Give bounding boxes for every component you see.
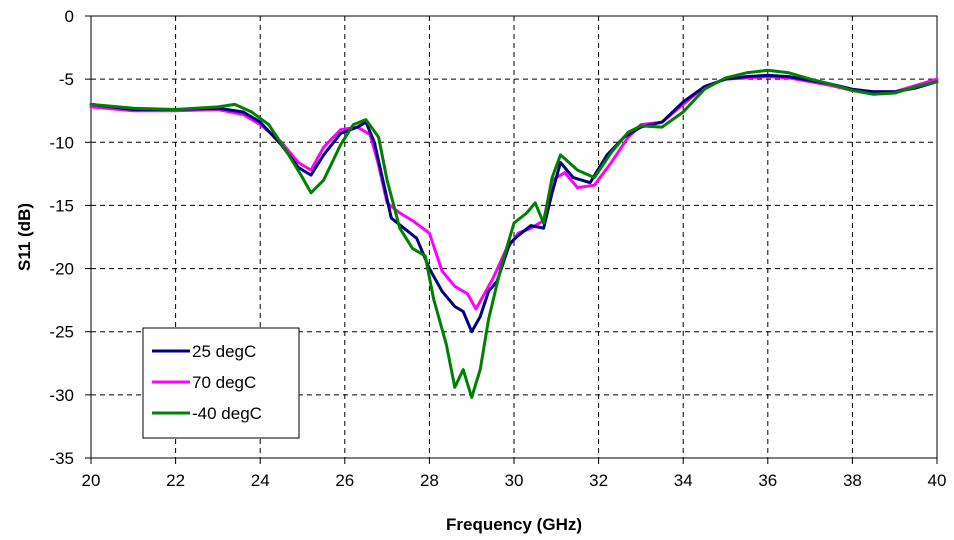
x-tick-label: 22 [166, 471, 185, 490]
y-tick-label: -20 [49, 260, 74, 279]
y-tick-label: 0 [65, 7, 74, 26]
y-tick-label: -30 [49, 386, 74, 405]
x-tick-label: 24 [251, 471, 270, 490]
series-line-3 [89, 68, 939, 399]
x-tick-label: 40 [928, 471, 947, 490]
axis-layer: 20 22 24 26 28 30 32 34 36 38 40 0 -5 -10 -15 -20 -25 -30… [49, 7, 946, 490]
x-tick-label: 26 [335, 471, 354, 490]
x-tick-label: 38 [843, 471, 862, 490]
x-tick-label: 30 [505, 471, 524, 490]
y-tick-label: -15 [49, 196, 74, 215]
legend: 25 degC 70 degC -40 degC [142, 327, 300, 439]
y-tick-label: -35 [49, 449, 74, 468]
x-tick-label: 34 [674, 471, 693, 490]
legend-label-2: 70 degC [192, 373, 256, 392]
y-tick-label: -10 [49, 133, 74, 152]
y-tick-label: -5 [59, 70, 74, 89]
y-axis-title: S11 (dB) [15, 203, 34, 271]
legend-label-3: -40 degC [192, 404, 262, 423]
x-tick-label: 32 [589, 471, 608, 490]
x-tick-label: 36 [758, 471, 777, 490]
x-axis-title: Frequency (GHz) [446, 515, 582, 534]
y-tick-label: -25 [49, 323, 74, 342]
x-tick-label: 28 [420, 471, 439, 490]
x-tick-label: 20 [82, 471, 101, 490]
series-layer [89, 68, 939, 399]
legend-label-1: 25 degC [192, 342, 256, 361]
